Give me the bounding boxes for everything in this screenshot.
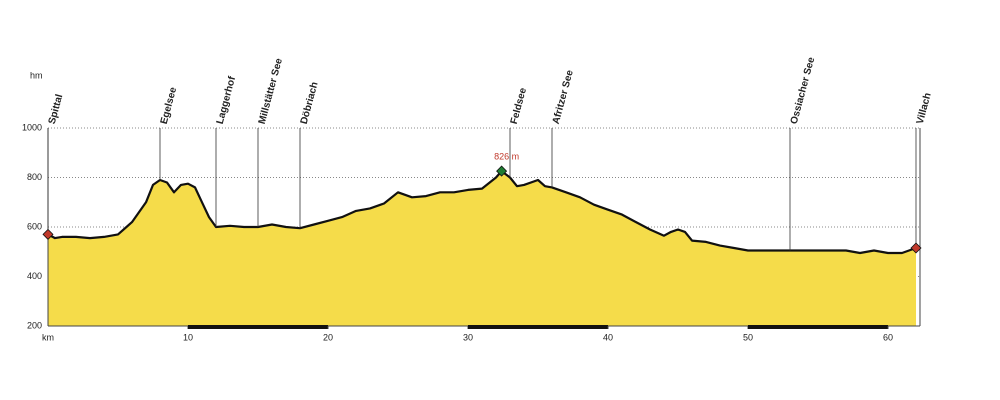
waypoint-label: Egelsee	[159, 86, 180, 126]
waypoint-label: Millstätter See	[257, 57, 285, 126]
elevation-marker	[42, 228, 54, 240]
profile-fill	[48, 171, 916, 326]
waypoint-label: Döbriach	[299, 81, 321, 126]
waypoint-label: Laggerhof	[215, 75, 238, 126]
y-tick-label: 600	[27, 221, 42, 231]
elevation-marker	[910, 242, 922, 254]
x-tick-label: 40	[603, 332, 613, 342]
y-tick-label: 200	[27, 320, 42, 330]
waypoint-label: Afritzer See	[551, 69, 576, 126]
x-tick-label: 60	[883, 332, 893, 342]
x-tick-label: 20	[323, 332, 333, 342]
x-tick-label: 10	[183, 332, 193, 342]
distance-band	[188, 325, 328, 329]
x-tick-label: 30	[463, 332, 473, 342]
waypoint-label: Ossiacher See	[789, 56, 818, 126]
marker-label: 826 m	[494, 151, 519, 161]
x-axis-label: km	[42, 332, 54, 342]
y-tick-label: 1000	[22, 122, 42, 132]
y-tick-label: 800	[27, 172, 42, 182]
x-tick-label: 50	[743, 332, 753, 342]
waypoint-label: Feldsee	[509, 86, 529, 125]
waypoint-label: Villach	[915, 92, 934, 126]
y-axis-label: hm	[30, 70, 43, 80]
y-tick-label: 400	[27, 271, 42, 281]
distance-band	[468, 325, 608, 329]
elevation-marker	[496, 165, 508, 177]
profile-line	[47, 170, 917, 255]
waypoint-label: Spittal	[47, 93, 66, 126]
distance-band	[748, 325, 888, 329]
